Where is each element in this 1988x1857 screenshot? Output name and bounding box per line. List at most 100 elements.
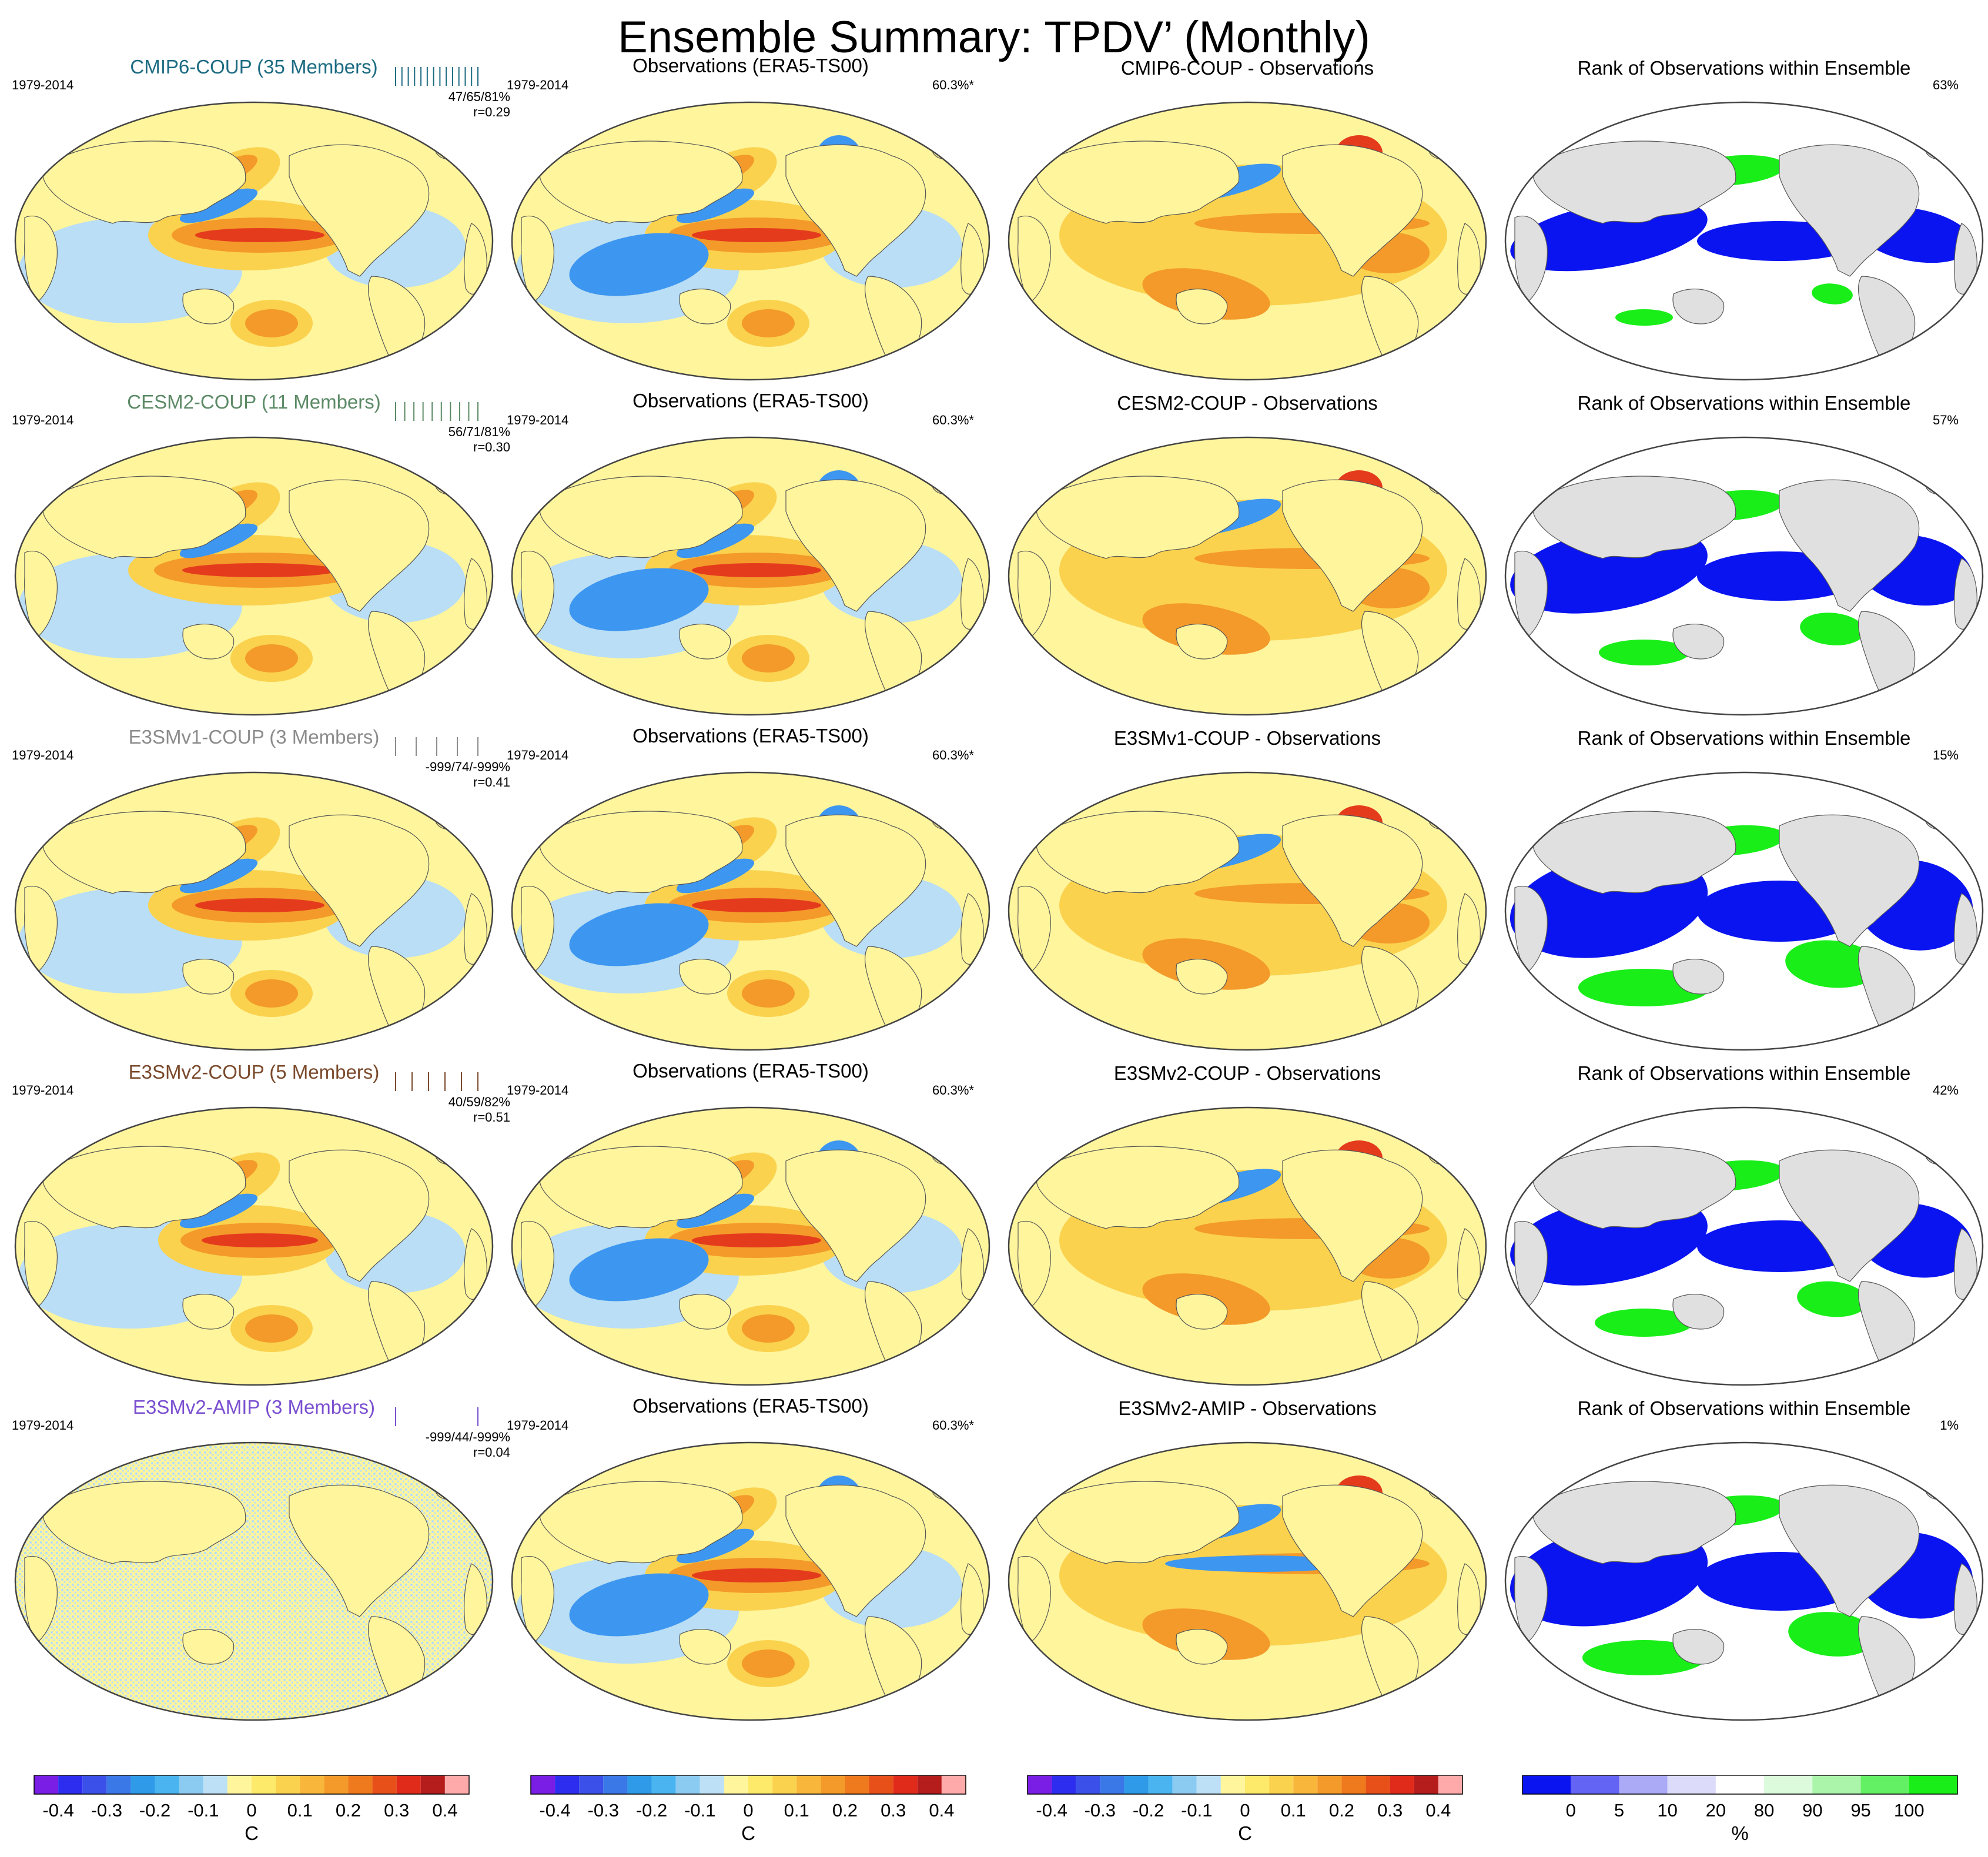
- stats-label: 47/65/81%: [448, 89, 510, 104]
- land-mass: [24, 550, 58, 638]
- land-mass: [539, 140, 743, 224]
- anomaly-region: [1800, 613, 1865, 645]
- land-mass: [42, 811, 246, 894]
- land-mass: [1514, 1555, 1548, 1644]
- colorbar-swatch: [1667, 1775, 1716, 1794]
- model-title: CESM2-COUP (11 Members): [127, 391, 381, 413]
- colorbar-swatch: [58, 1775, 83, 1794]
- colorbar-swatch: [821, 1775, 845, 1794]
- colorbar-swatch: [276, 1775, 300, 1794]
- period-label: 1979-2014: [507, 748, 569, 762]
- anomaly-region: [692, 1568, 821, 1582]
- land-mass: [1514, 1220, 1548, 1309]
- rank-map: [1504, 436, 1984, 716]
- stats-label: 56/71/81%: [448, 424, 510, 439]
- anomaly-region: [1615, 309, 1673, 326]
- colorbar-tick-label: -0.4: [42, 1800, 73, 1821]
- anomaly-region: [202, 1233, 318, 1247]
- land-mass: [1532, 1146, 1736, 1229]
- colorbar-tick-label: 5: [1614, 1800, 1624, 1821]
- period-label: 1979-2014: [12, 1083, 74, 1098]
- map-outline: [1008, 1441, 1487, 1721]
- obs-title: Observations (ERA5-TS00): [632, 1060, 869, 1082]
- colorbar-tick-label: 90: [1802, 1800, 1822, 1821]
- period-label: 1979-2014: [507, 413, 569, 427]
- colorbar-swatch: [1764, 1775, 1813, 1794]
- colorbar-rank: 0 5 10 20 80 90 95 100%: [1522, 1775, 1958, 1844]
- colorbar-tick-label: 0: [1240, 1800, 1250, 1821]
- correlation-label: r=0.04: [473, 1445, 510, 1460]
- colorbar-swatch: [1245, 1775, 1270, 1794]
- colorbar-tick-label: -0.1: [684, 1800, 715, 1821]
- land-mass: [289, 479, 430, 612]
- obs-stat: 60.3%*: [932, 413, 974, 427]
- land-mass: [521, 550, 554, 638]
- colorbar-swatch: [1522, 1775, 1571, 1794]
- colorbar-swatch: [1909, 1775, 1957, 1794]
- anomaly-region: [1797, 1281, 1867, 1317]
- colorbar-tick-label: 0: [246, 1800, 256, 1821]
- colorbar-swatch: [1196, 1775, 1221, 1794]
- diff-map: [1008, 1441, 1487, 1721]
- colorbar-swatch: [106, 1775, 131, 1794]
- colorbar-swatch: [34, 1775, 59, 1794]
- colorbar-swatch: [1715, 1775, 1765, 1794]
- land-mass: [1779, 479, 1920, 612]
- colorbar-tick-label: -0.1: [1181, 1800, 1212, 1821]
- land-mass: [1779, 814, 1920, 947]
- obs-map: [511, 771, 990, 1051]
- land-mass: [1779, 1149, 1920, 1282]
- land-mass: [1672, 958, 1725, 995]
- colorbar-tick-label: 0: [1566, 1800, 1576, 1821]
- land-mass: [521, 1220, 554, 1309]
- correlation-label: r=0.41: [473, 775, 510, 789]
- land-mass: [24, 215, 58, 303]
- model-map: [14, 1441, 494, 1721]
- land-mass: [785, 1484, 926, 1617]
- colorbar-tick-label: 0.3: [384, 1800, 409, 1821]
- anomaly-region: [1599, 640, 1689, 665]
- map-outline: [511, 436, 990, 716]
- land-mass: [289, 1149, 430, 1282]
- model-title: CMIP6-COUP (35 Members): [130, 56, 378, 78]
- colorbar-swatch: [1293, 1775, 1318, 1794]
- colorbar-swatch: [1812, 1775, 1861, 1794]
- map-outline: [1008, 771, 1487, 1051]
- colorbar-tick-label: 95: [1850, 1800, 1870, 1821]
- colorbar-swatch: [1341, 1775, 1366, 1794]
- colorbar-swatch: [444, 1775, 469, 1794]
- land-mass: [1514, 885, 1548, 973]
- colorbar-swatch: [1100, 1775, 1124, 1794]
- model-title: E3SMv1-COUP (3 Members): [128, 726, 380, 748]
- land-mass: [1036, 1481, 1240, 1564]
- diff-title: E3SMv1-COUP - Observations: [1113, 727, 1381, 749]
- obs-map: [511, 436, 990, 716]
- colorbar-swatch: [1028, 1775, 1052, 1794]
- obs-title: Observations (ERA5-TS00): [632, 725, 869, 747]
- obs-stat: 60.3%*: [932, 1418, 974, 1433]
- land-mass: [42, 476, 246, 559]
- land-mass: [539, 1146, 743, 1229]
- colorbar-swatch: [1619, 1775, 1668, 1794]
- land-mass: [42, 1146, 246, 1229]
- land-mass: [24, 1220, 58, 1309]
- land-mass: [1514, 550, 1548, 638]
- colorbar-tick-label: -0.2: [1133, 1800, 1164, 1821]
- model-title: E3SMv2-COUP (5 Members): [128, 1061, 380, 1083]
- land-mass: [182, 958, 235, 995]
- map-outline: [1008, 436, 1487, 716]
- land-mass: [1532, 140, 1736, 224]
- map-outline: [1008, 101, 1487, 381]
- obs-title: Observations (ERA5-TS00): [632, 1395, 869, 1417]
- land-mass: [679, 1628, 731, 1665]
- land-mass: [1779, 144, 1920, 277]
- colorbar-tick-label: -0.4: [539, 1800, 570, 1821]
- colorbar-swatch: [845, 1775, 869, 1794]
- anomaly-region: [742, 644, 795, 672]
- land-mass: [1282, 144, 1423, 277]
- land-mass: [1176, 623, 1228, 660]
- anomaly-region: [742, 309, 795, 337]
- colorbar-tick-label: -0.2: [139, 1800, 170, 1821]
- colorbar-swatch: [675, 1775, 700, 1794]
- obs-map: [511, 1441, 990, 1721]
